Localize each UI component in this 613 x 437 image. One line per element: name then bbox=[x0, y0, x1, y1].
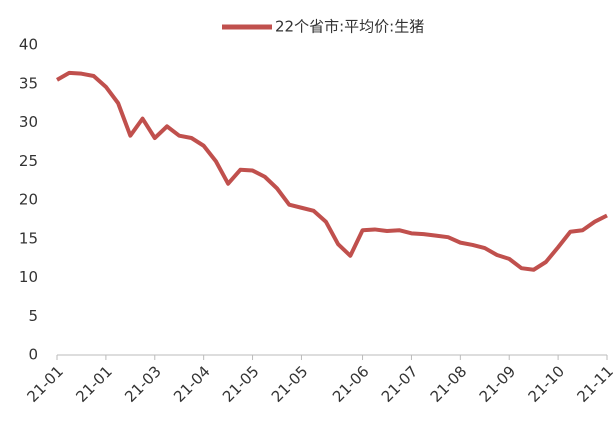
x-tick-label: 21-06 bbox=[329, 362, 373, 406]
y-tick-label: 40 bbox=[19, 36, 38, 54]
data-line bbox=[56, 70, 608, 272]
y-tick-label: 30 bbox=[19, 113, 38, 131]
x-tick-label: 21-09 bbox=[476, 362, 520, 406]
x-tick-label: 21-01 bbox=[72, 362, 116, 406]
x-tick-label: 21-05 bbox=[219, 362, 263, 406]
x-tick-label: 21-08 bbox=[427, 362, 471, 406]
x-tick-label: 21-01 bbox=[23, 362, 67, 406]
y-tick-label: 0 bbox=[28, 346, 38, 364]
x-tick-label: 21-04 bbox=[170, 362, 214, 406]
y-tick-label: 35 bbox=[19, 74, 38, 92]
y-tick-label: 10 bbox=[19, 268, 38, 286]
y-tick-label: 15 bbox=[19, 229, 38, 247]
x-tick-label: 21-10 bbox=[525, 362, 569, 406]
y-tick-label: 5 bbox=[28, 307, 38, 325]
y-tick-label: 25 bbox=[19, 152, 38, 170]
x-tick-label: 21-05 bbox=[268, 362, 312, 406]
x-tick-label: 21-11 bbox=[573, 362, 613, 406]
x-tick-label: 21-07 bbox=[378, 362, 422, 406]
legend-label: 22个省市:平均价:生猪 bbox=[275, 18, 424, 36]
x-tick-label: 21-03 bbox=[121, 362, 165, 406]
y-tick-label: 20 bbox=[19, 191, 38, 209]
